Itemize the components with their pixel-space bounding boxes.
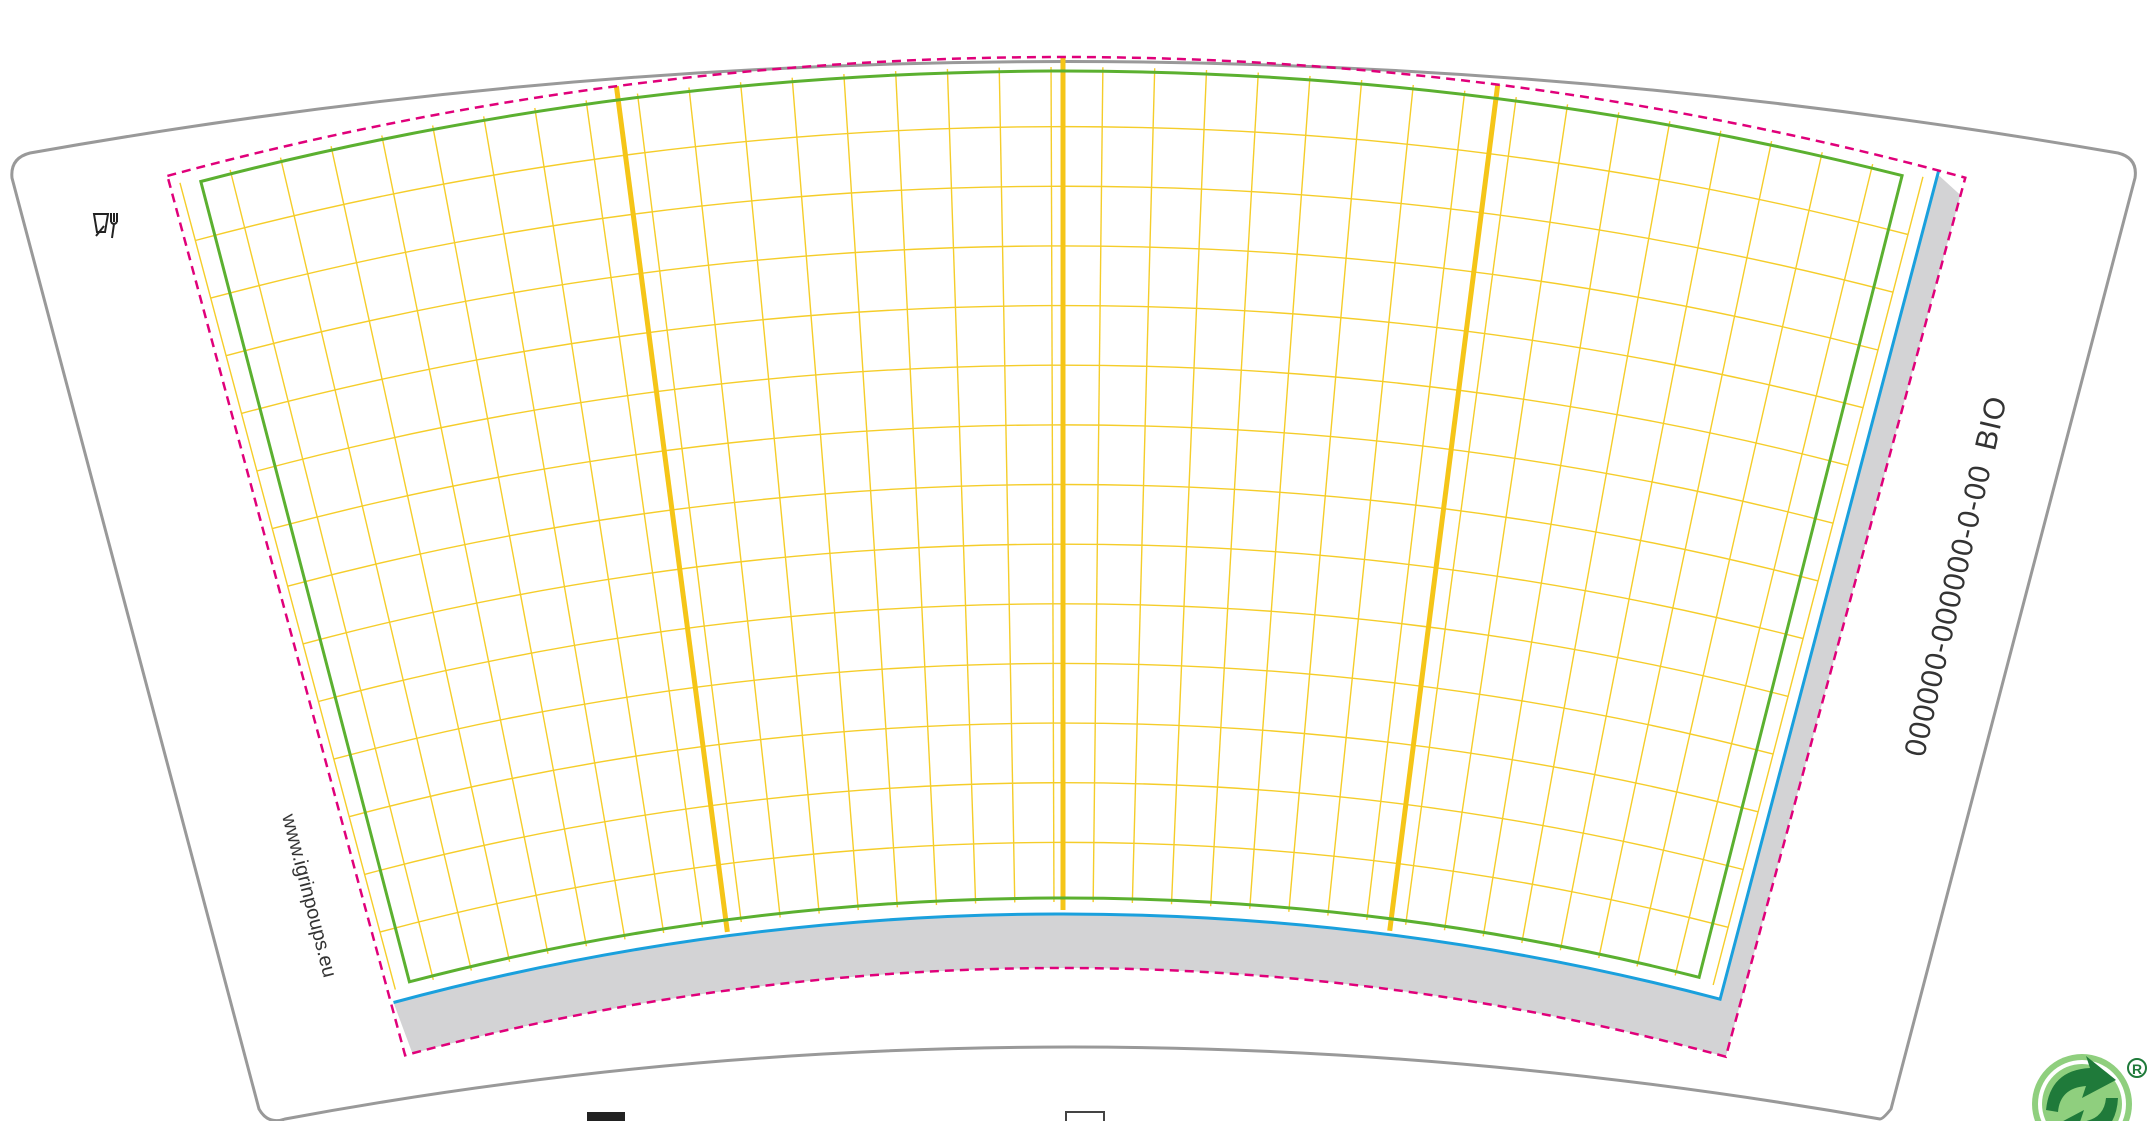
grid-arc-line xyxy=(287,483,1819,587)
grid-fold-line xyxy=(1387,84,1501,932)
print-grid xyxy=(179,57,1924,990)
grid-arc-line xyxy=(256,364,1849,472)
grid-radial-line xyxy=(179,182,397,990)
grid-arc-line xyxy=(318,603,1789,703)
grid-fold-line xyxy=(613,85,730,933)
grid-arc-line xyxy=(349,722,1759,818)
legend-swatch-filled xyxy=(587,1112,625,1121)
glue-strip xyxy=(393,174,1961,1057)
grid-arc-line xyxy=(302,543,1804,645)
grid-arc-line xyxy=(364,782,1744,876)
svg-text:R: R xyxy=(2132,1061,2142,1077)
registered-mark-icon: R xyxy=(2127,1058,2147,1078)
glue-edge-line xyxy=(393,170,1941,1004)
bleed-dashed-line xyxy=(165,55,1967,1059)
cup-fork-icon xyxy=(92,213,118,239)
grid-arc-line xyxy=(210,185,1894,299)
grid-arc-line xyxy=(225,245,1879,357)
outer-die-outline xyxy=(10,60,2137,1121)
grid-arc-line xyxy=(195,125,1909,242)
grid-arc-line xyxy=(333,662,1774,760)
grid-arc-line xyxy=(272,424,1834,530)
grid-arc-line xyxy=(241,304,1864,415)
legend xyxy=(587,1111,1105,1121)
legend-swatch-outline xyxy=(1065,1111,1105,1121)
green-dot-recycling-icon xyxy=(2032,1054,2132,1121)
safe-area-border xyxy=(198,69,1904,984)
grid-arc-line xyxy=(379,841,1729,933)
